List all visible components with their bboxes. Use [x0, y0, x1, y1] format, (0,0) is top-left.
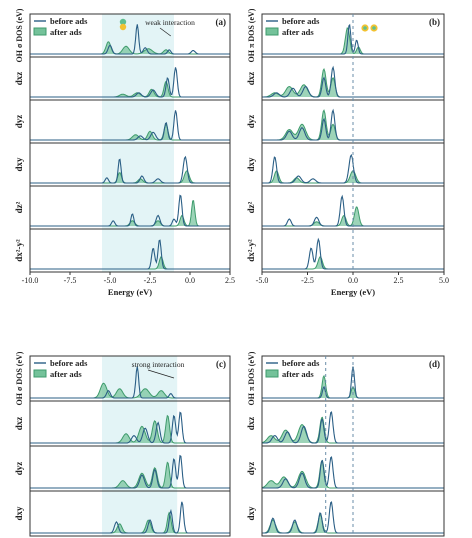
- before-ads-line: [262, 366, 444, 399]
- before-ads-line: [30, 110, 230, 141]
- orbital-label: dxy: [246, 506, 256, 521]
- legend-before-label: before ads: [50, 358, 88, 368]
- x-tick-label: -5.0: [104, 276, 117, 285]
- orbital-label: dxy: [14, 506, 24, 521]
- legend-after-swatch: [33, 369, 47, 378]
- row-oh: OH π DOS (eV): [247, 351, 445, 405]
- before-ads-line: [30, 24, 230, 55]
- orbital-label: dxz: [14, 417, 24, 431]
- x-tick-label: 2.5: [394, 276, 404, 285]
- panel-tag: (b): [429, 17, 440, 27]
- x-tick-label: -10.0: [22, 276, 39, 285]
- orbital-label: dx²-y²: [246, 239, 256, 262]
- dos-axis-label: OH π DOS (eV): [247, 8, 256, 62]
- orbital-label: dz²: [14, 201, 24, 213]
- orbital-label: dyz: [246, 462, 256, 476]
- x-tick-label: 2.5: [225, 276, 235, 285]
- row-dxy: dxy: [246, 142, 445, 187]
- interaction-annotation: strong interaction: [132, 360, 185, 369]
- x-tick-label: -2.5: [301, 276, 314, 285]
- x-axis-label: Energy (eV): [108, 287, 152, 297]
- interaction-annotation: weak interaction: [145, 18, 195, 27]
- x-tick-label: 0.0: [185, 276, 195, 285]
- annotation-arrow: [159, 27, 172, 37]
- legend-after-swatch: [33, 27, 47, 36]
- row-frame: [29, 490, 231, 537]
- orbital-label: dyz: [14, 115, 24, 129]
- row-dyz: dyz: [246, 99, 445, 144]
- orbital-core: [363, 26, 367, 30]
- before-ads-line: [262, 153, 444, 184]
- orbital-label: dyz: [14, 462, 24, 476]
- dos-axis-label: OH σ DOS (eV): [15, 351, 24, 405]
- row-frame: [29, 228, 231, 273]
- after-ads-fill: [262, 460, 444, 488]
- before-ads-line: [262, 65, 444, 98]
- legend-before-label: before ads: [282, 358, 320, 368]
- panel-a: OH σ DOS (eV) dxz dyz dxy dz² dx²-y² before ad…: [14, 8, 235, 297]
- panel-tag: (a): [216, 17, 227, 27]
- after-ads-fill: [30, 41, 230, 54]
- before-ads-line: [30, 454, 230, 489]
- dos-axis-label: OH σ DOS (eV): [15, 8, 24, 62]
- row-dxz: dxz: [14, 400, 231, 447]
- orbital-label: dxz: [246, 72, 256, 86]
- orbital-core: [372, 26, 376, 30]
- panel-b: OH π DOS (eV) dxz dyz dxy dz² dx²-y² before ad…: [246, 8, 449, 297]
- before-ads-line: [30, 239, 230, 270]
- legend-after-label: after ads: [50, 27, 82, 37]
- before-ads-line: [30, 411, 230, 444]
- orbital-label: dx²-y²: [14, 239, 24, 262]
- after-ads-fill: [262, 207, 444, 226]
- x-tick-label: -7.5: [64, 276, 77, 285]
- before-ads-line: [30, 366, 230, 399]
- orbital-label: dxz: [14, 72, 24, 86]
- x-tick-label: -2.5: [144, 276, 157, 285]
- legend-after-label: after ads: [282, 369, 314, 379]
- annotation-arrow: [147, 369, 175, 379]
- row-dz²: dz²: [246, 185, 445, 230]
- orbital-lobe: [119, 18, 127, 26]
- legend-after-swatch: [265, 27, 279, 36]
- before-ads-line: [30, 155, 230, 184]
- orbital-label: dxz: [246, 417, 256, 431]
- before-ads-line: [30, 67, 230, 98]
- row-dx²-y²: dx²-y²: [246, 228, 445, 273]
- before-ads-line: [30, 501, 230, 534]
- row-dyz: dyz: [246, 445, 445, 492]
- panel-tag: (d): [429, 359, 440, 369]
- legend-after-swatch: [265, 369, 279, 378]
- legend-after-label: after ads: [282, 27, 314, 37]
- dos-axis-label: OH π DOS (eV): [247, 351, 256, 405]
- x-tick-label: 5.0: [439, 276, 449, 285]
- orbital-label: dz²: [246, 201, 256, 213]
- legend-before-label: before ads: [282, 16, 320, 26]
- x-tick-label: 0.0: [348, 276, 358, 285]
- row-dxz: dxz: [246, 400, 445, 447]
- row-dx²-y²: dx²-y²: [14, 228, 231, 273]
- legend-after-label: after ads: [50, 369, 82, 379]
- orbital-label: dxy: [14, 157, 24, 172]
- legend-before-label: before ads: [50, 16, 88, 26]
- orbital-icon: [119, 18, 127, 31]
- panel-tag: (c): [216, 359, 226, 369]
- row-dxy: dxy: [14, 490, 231, 537]
- orbital-label: dyz: [246, 115, 256, 129]
- orbital-lobe: [119, 23, 127, 31]
- row-dxz: dxz: [246, 56, 445, 101]
- row-dxy: dxy: [246, 490, 445, 537]
- x-tick-label: -5.0: [256, 276, 269, 285]
- x-axis-label: Energy (eV): [331, 287, 375, 297]
- after-ads-fill: [262, 417, 444, 443]
- orbital-label: dxy: [246, 157, 256, 172]
- before-ads-line: [30, 194, 230, 227]
- orbital-pair-icon: [361, 24, 378, 32]
